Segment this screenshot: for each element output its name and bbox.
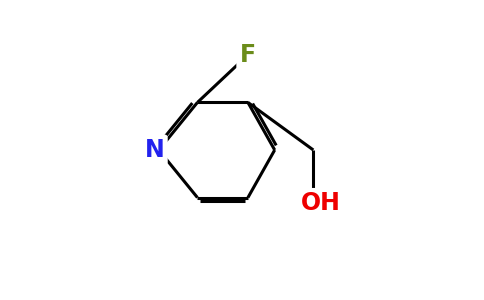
Text: OH: OH [301,191,341,215]
Text: F: F [240,43,256,67]
Text: N: N [144,138,164,162]
